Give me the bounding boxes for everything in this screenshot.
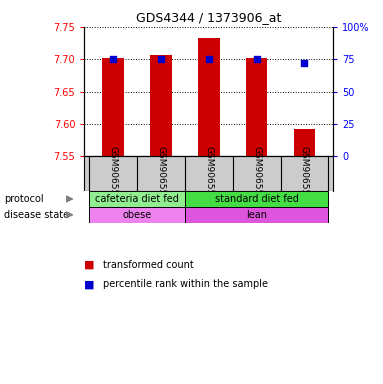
Text: protocol: protocol [4,194,43,204]
Bar [89,191,185,207]
Bar [294,129,315,156]
Point [110,56,116,62]
Point [254,56,260,62]
Text: obese: obese [122,210,152,220]
Text: disease state: disease state [4,210,69,220]
Text: GSM906555: GSM906555 [108,146,118,201]
Point [301,60,308,66]
Bar [246,58,267,156]
Text: GSM906558: GSM906558 [252,146,261,201]
Text: ■: ■ [84,279,95,289]
Text: ■: ■ [84,260,95,270]
Point [158,56,164,62]
Bar [198,38,219,156]
Bar [89,207,185,223]
Bar [185,207,329,223]
Text: transformed count: transformed count [103,260,194,270]
Point [206,56,212,62]
Text: GSM906556: GSM906556 [156,146,165,201]
Text: lean: lean [246,210,267,220]
Text: standard diet fed: standard diet fed [215,194,298,204]
Text: GSM906557: GSM906557 [204,146,213,201]
Bar [150,55,172,156]
Title: GDS4344 / 1373906_at: GDS4344 / 1373906_at [136,11,282,24]
Text: percentile rank within the sample: percentile rank within the sample [103,279,268,289]
Text: GSM906559: GSM906559 [300,146,309,201]
Bar [185,191,329,207]
Bar [102,58,124,156]
Text: cafeteria diet fed: cafeteria diet fed [95,194,179,204]
